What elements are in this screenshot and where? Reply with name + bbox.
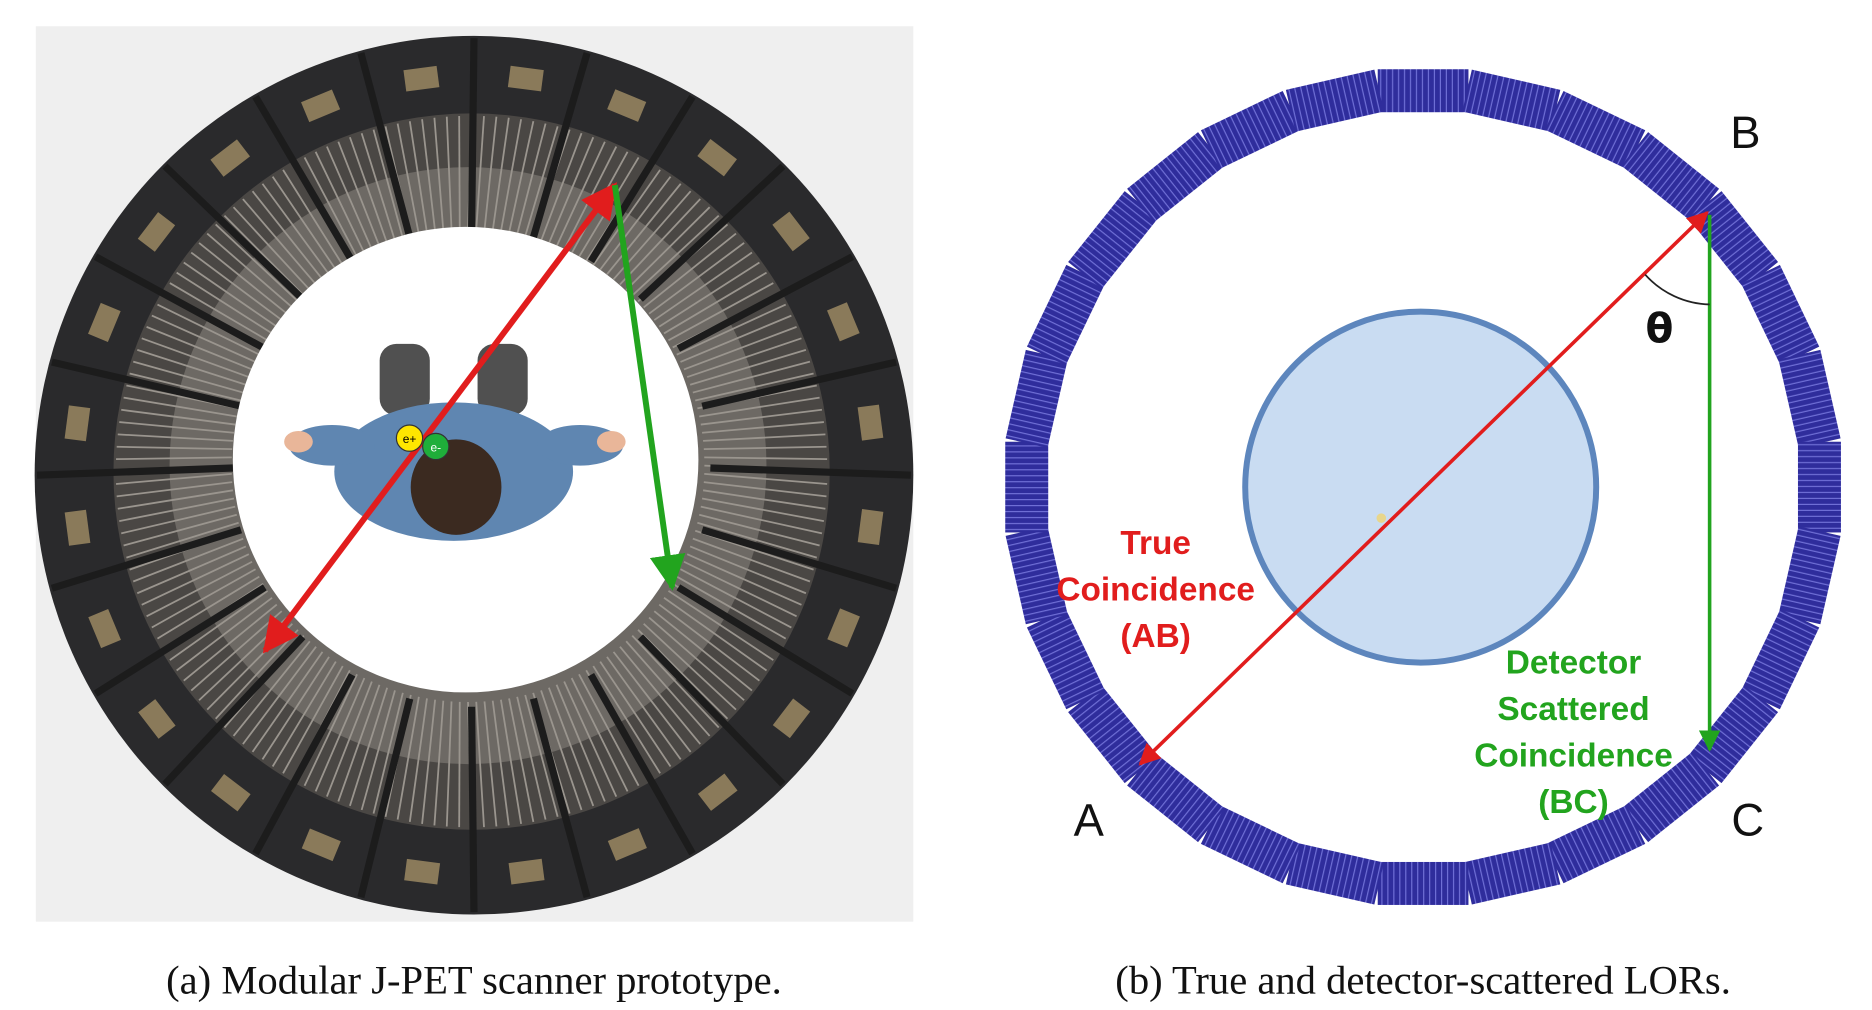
annihilation-point: [1377, 513, 1387, 523]
detector-module: [1378, 69, 1469, 112]
electronics: [508, 66, 544, 92]
detector-module: [1378, 862, 1469, 905]
caption-b: (b) True and detector-scattered LORs.: [1115, 957, 1731, 1002]
detector-module: [1006, 350, 1068, 448]
electronics: [509, 859, 545, 885]
detector-module: [1462, 70, 1560, 132]
angle-arc: [1645, 275, 1709, 305]
point-a: A: [1074, 795, 1105, 846]
point-c: C: [1731, 795, 1764, 846]
scanner-photo: e+ e-: [35, 26, 914, 921]
scintillator-strip: [459, 116, 460, 229]
electronics: [65, 510, 91, 546]
scatter-coincidence-label: Scattered: [1497, 691, 1649, 728]
true-coincidence-label: True: [1120, 525, 1191, 562]
electronics: [858, 509, 884, 545]
detector-module: [1027, 609, 1105, 709]
positron-label: e+: [403, 432, 417, 446]
detector-module: [1286, 842, 1384, 904]
caption-a: (a) Modular J-PET scanner prototype.: [166, 957, 782, 1002]
detector-module: [1462, 842, 1560, 904]
scatter-coincidence-label: Detector: [1506, 644, 1642, 681]
detector-module: [1286, 70, 1384, 132]
lor-diagram: B A C θ True Coincidence (AB) Detector Scatt…: [1005, 69, 1841, 905]
detector-module: [1005, 442, 1048, 533]
point-b: B: [1730, 107, 1760, 158]
scatter-coincidence-label: Coincidence: [1474, 737, 1673, 774]
module-spoke: [472, 38, 474, 229]
detector-module: [1778, 526, 1840, 624]
scintillator-strip: [459, 702, 460, 827]
electronics: [65, 405, 91, 441]
detector-module: [1778, 350, 1840, 448]
detector-module: [1741, 265, 1819, 365]
detector-module: [1201, 91, 1301, 169]
true-coincidence-label: (AB): [1120, 618, 1191, 655]
electronics: [404, 859, 440, 885]
angle-label: θ: [1646, 305, 1674, 353]
electron-label: e-: [430, 440, 441, 454]
true-coincidence-label: Coincidence: [1056, 572, 1255, 609]
figure: e+ e- (a) Modular J-PET scanner prototyp…: [0, 0, 1872, 1010]
module-spoke: [472, 707, 474, 912]
electronics: [403, 66, 439, 92]
page: e+ e- (a) Modular J-PET scanner prototyp…: [0, 0, 1872, 1010]
electronics: [858, 405, 884, 441]
scatter-coincidence-label: (BC): [1538, 784, 1609, 821]
detector-module: [1798, 442, 1841, 533]
